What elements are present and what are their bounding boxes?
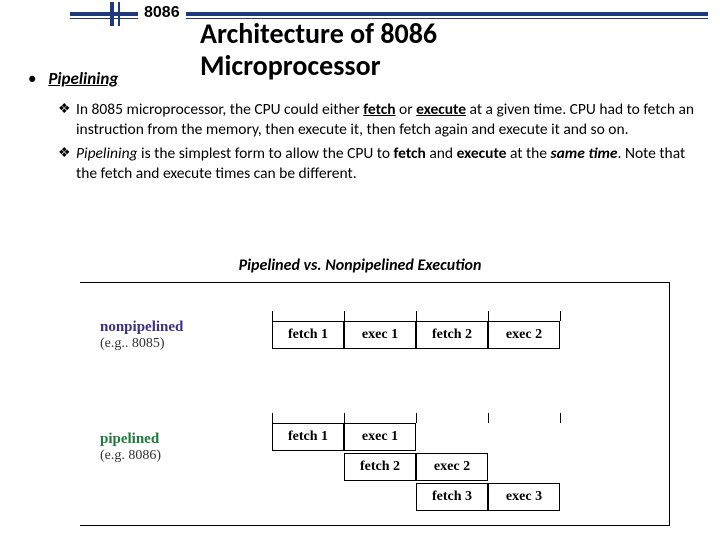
- timeline-tick: [488, 413, 489, 423]
- pipeline-stage-box: exec 1: [344, 321, 416, 349]
- diagram-caption: Pipelined vs. Nonpipelined Execution: [0, 256, 720, 275]
- header-chip-label: 8086: [138, 4, 186, 22]
- pipeline-stage-box: exec 2: [416, 453, 488, 481]
- timeline-tick: [344, 413, 345, 423]
- pipeline-stage-box: fetch 1: [272, 321, 344, 349]
- section-heading: • Pipelining: [28, 68, 118, 89]
- bullet-1-text: In 8085 microprocessor, the CPU could ei…: [76, 100, 700, 140]
- pipelined-label-text: pipelined: [100, 431, 161, 448]
- pipeline-stage-box: fetch 3: [416, 483, 488, 511]
- body-text: ❖ In 8085 microprocessor, the CPU could …: [58, 100, 700, 189]
- timeline-tick: [416, 413, 417, 423]
- header-vertical-bar-2: [118, 2, 120, 26]
- bullet-dot-icon: •: [28, 68, 36, 89]
- pipelined-label: pipelined (e.g. 8086): [100, 431, 161, 463]
- pipeline-stage-box: fetch 2: [416, 321, 488, 349]
- timeline-tick: [344, 311, 345, 321]
- diamond-bullet-icon: ❖: [58, 144, 76, 184]
- pipeline-stage-box: fetch 1: [272, 423, 344, 451]
- timeline-tick: [488, 311, 489, 321]
- timeline-tick: [560, 413, 561, 423]
- diagram-frame: nonpipelined (e.g.. 8085) pipelined (e.g…: [80, 282, 670, 526]
- header-vertical-bar-1: [110, 2, 114, 26]
- title-line-2: Microprocessor: [200, 48, 381, 83]
- nonpipelined-label: nonpipelined (e.g.. 8085): [100, 319, 183, 351]
- pipeline-stage-box: exec 3: [488, 483, 560, 511]
- pipeline-stage-box: exec 2: [488, 321, 560, 349]
- pipeline-stage-box: fetch 2: [344, 453, 416, 481]
- timeline-tick: [560, 311, 561, 321]
- page-title: Architecture of 8086 Microprocessor: [200, 18, 437, 82]
- section-heading-text: Pipelining: [48, 68, 118, 89]
- bullet-item-1: ❖ In 8085 microprocessor, the CPU could …: [58, 100, 700, 140]
- bullet-item-2: ❖ Pipelining is the simplest form to all…: [58, 144, 700, 184]
- pipeline-stage-box: exec 1: [344, 423, 416, 451]
- nonpipelined-example: (e.g.. 8085): [100, 336, 183, 351]
- timeline-tick: [272, 413, 273, 423]
- nonpipelined-label-text: nonpipelined: [100, 319, 183, 336]
- timeline-tick: [272, 311, 273, 321]
- diamond-bullet-icon: ❖: [58, 100, 76, 140]
- timeline-tick: [416, 311, 417, 321]
- bullet-2-text: Pipelining is the simplest form to allow…: [76, 144, 700, 184]
- pipelined-example: (e.g. 8086): [100, 448, 161, 463]
- title-line-1: Architecture of 8086: [200, 16, 437, 51]
- pipeline-diagram: nonpipelined (e.g.. 8085) pipelined (e.g…: [80, 283, 669, 525]
